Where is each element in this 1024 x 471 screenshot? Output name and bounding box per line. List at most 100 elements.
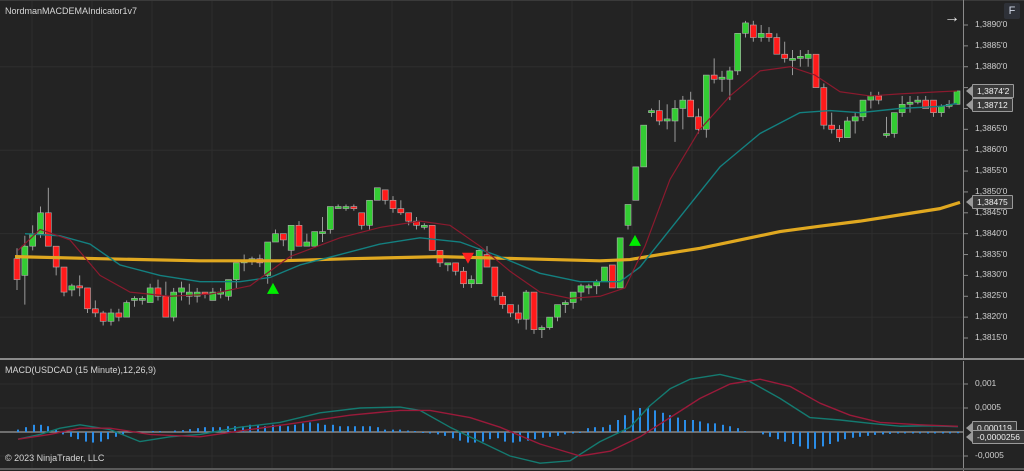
macd-axis-tick: 0,001 [975,378,997,388]
candle [554,304,561,322]
candle [812,53,820,88]
price-marker-flag: 1,3874'2 [965,83,1015,98]
candle [515,304,522,324]
candle [460,267,467,288]
candle [656,100,663,126]
candle [374,187,381,201]
candle [280,233,287,247]
candle [99,310,107,326]
candle [522,290,530,330]
candle [146,283,154,303]
price-axis-tick: 1,3890'0 [975,19,1008,29]
candle [726,66,734,101]
price-axis-tick: 1,3850'0 [975,185,1008,196]
candle [123,300,130,318]
buy-signal-arrow-icon [629,234,641,246]
candle [76,275,83,297]
candle [444,262,452,272]
candle [687,91,694,118]
copyright-text: © 2023 NinjaTrader, LLC [5,453,105,463]
price-axis-tick: 1,3855'0 [975,165,1008,176]
price-panel[interactable] [0,0,1024,360]
candle [742,20,749,38]
macd-line [17,373,959,464]
price-marker-flag: 1,38712 [966,97,1013,112]
buy-signal-arrow-icon [267,282,279,294]
macd-axis-tick: -0,0005 [975,450,1004,460]
candle [452,262,459,276]
candle [272,229,279,243]
candle [107,308,115,326]
candle [640,124,647,168]
price-axis-tick: 1,3845'0 [975,206,1008,217]
candle [358,212,365,230]
candle [757,25,765,42]
candle [397,200,405,215]
candle [421,223,428,230]
candle [468,275,475,288]
candle [616,237,624,289]
candle [342,204,350,211]
candle [836,125,843,142]
candle [789,50,796,76]
candle [648,108,655,117]
macd-axis-tick: 0,0005 [975,402,1001,412]
candle [491,266,499,301]
candle [804,50,812,67]
candle [891,112,898,138]
price-axis-tick: 1,3815'0 [975,332,1008,342]
candle [820,83,828,130]
price-marker-flag: 1,38475 [966,195,1013,210]
candle [233,262,240,288]
candle [530,291,538,334]
candle [264,241,271,284]
candle [710,58,718,84]
candle [914,95,922,105]
candle [797,50,804,67]
candle [327,206,334,234]
price-axis-tick: 1,3835'0 [975,248,1008,259]
candle [178,281,185,301]
candle [562,300,569,313]
price-axis-tick: 1,3820'0 [975,311,1008,322]
candle [287,225,295,259]
candle [68,283,76,297]
candle [366,199,373,230]
price-axis-tick: 1,3865'0 [975,123,1008,134]
candle [922,95,929,109]
f-button[interactable]: F [1004,3,1020,19]
candle [311,231,318,247]
candle [37,206,44,238]
candle [170,287,177,322]
candle [21,235,29,305]
candle [695,108,702,134]
candle [115,308,123,322]
candle [538,325,546,338]
candle [546,316,553,330]
candle [703,74,710,138]
candle [828,112,835,134]
candle [303,233,311,247]
candle [734,33,741,76]
candle [671,100,679,142]
candle [154,279,162,301]
ema-slow-line [24,102,958,283]
macd-value-flag: -0,0000256 [965,430,1024,444]
candle [60,266,68,297]
price-axis-tick: 1,3830'0 [975,269,1008,280]
candle [507,304,514,318]
candle [475,248,483,285]
candle [389,196,397,213]
candle [295,221,303,247]
candle [632,166,640,201]
candle [859,99,867,121]
candle [844,116,851,138]
scroll-to-latest-arrow-icon[interactable]: → [944,9,960,26]
candle [624,204,632,230]
candle [781,41,788,63]
candle [875,91,882,105]
candle [499,292,506,309]
candle [381,189,389,205]
